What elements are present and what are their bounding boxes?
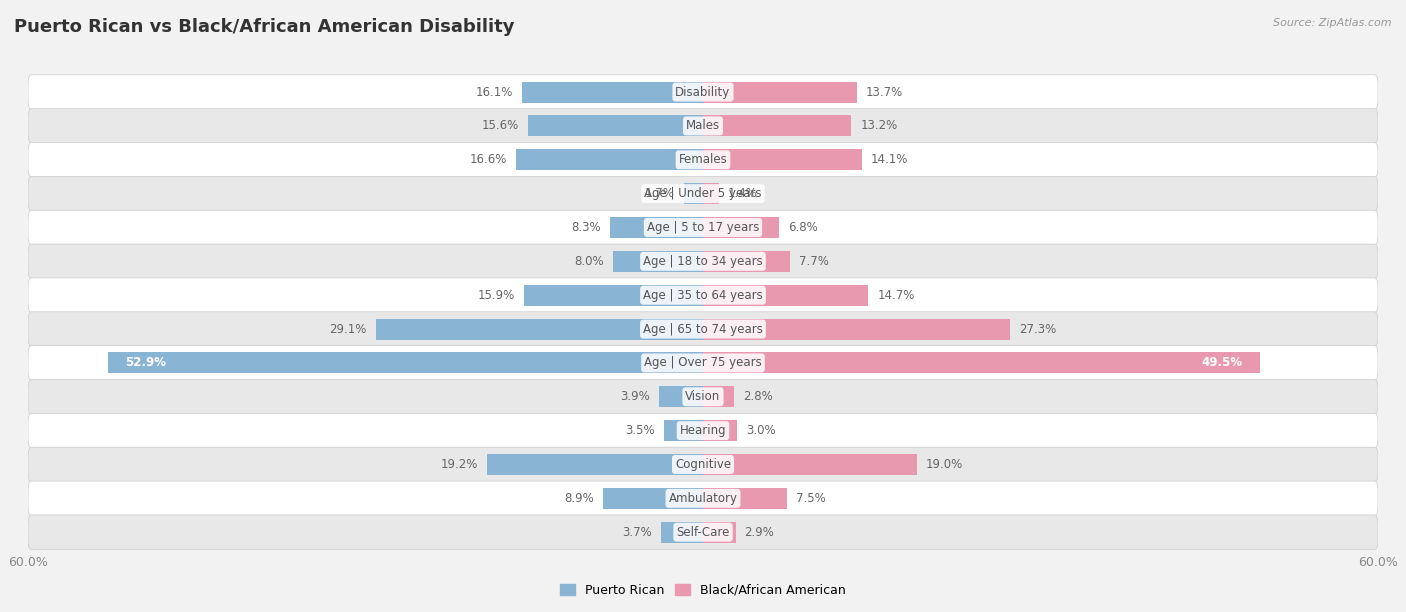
Text: 16.1%: 16.1% — [475, 86, 513, 99]
Text: Hearing: Hearing — [679, 424, 727, 437]
Bar — [527, 116, 703, 136]
Text: 7.5%: 7.5% — [796, 492, 827, 505]
Text: Age | 5 to 17 years: Age | 5 to 17 years — [647, 221, 759, 234]
Text: 52.9%: 52.9% — [125, 356, 166, 370]
Text: 13.7%: 13.7% — [866, 86, 903, 99]
Bar — [703, 285, 869, 305]
Text: Age | Under 5 years: Age | Under 5 years — [644, 187, 762, 200]
Text: Age | Over 75 years: Age | Over 75 years — [644, 356, 762, 370]
Text: 7.7%: 7.7% — [799, 255, 828, 268]
Bar — [703, 81, 858, 103]
Bar — [703, 521, 735, 543]
Bar — [703, 420, 737, 441]
Text: 3.7%: 3.7% — [623, 526, 652, 539]
Text: 3.0%: 3.0% — [745, 424, 775, 437]
Text: Self-Care: Self-Care — [676, 526, 730, 539]
FancyBboxPatch shape — [28, 278, 1378, 313]
Text: Source: ZipAtlas.com: Source: ZipAtlas.com — [1274, 18, 1392, 28]
Text: 14.7%: 14.7% — [877, 289, 915, 302]
FancyBboxPatch shape — [28, 109, 1378, 143]
Text: 19.0%: 19.0% — [925, 458, 963, 471]
Bar — [486, 454, 703, 475]
Legend: Puerto Rican, Black/African American: Puerto Rican, Black/African American — [555, 579, 851, 602]
Text: 3.5%: 3.5% — [626, 424, 655, 437]
Bar — [610, 217, 703, 238]
Text: Age | 35 to 64 years: Age | 35 to 64 years — [643, 289, 763, 302]
FancyBboxPatch shape — [28, 481, 1378, 515]
Text: 8.9%: 8.9% — [564, 492, 593, 505]
Bar — [108, 353, 703, 373]
Bar — [613, 251, 703, 272]
FancyBboxPatch shape — [28, 413, 1378, 448]
Text: 2.9%: 2.9% — [745, 526, 775, 539]
Bar — [703, 149, 862, 170]
Bar — [703, 386, 734, 407]
Text: 13.2%: 13.2% — [860, 119, 897, 132]
Text: Cognitive: Cognitive — [675, 458, 731, 471]
Bar — [683, 183, 703, 204]
Text: Age | 18 to 34 years: Age | 18 to 34 years — [643, 255, 763, 268]
Text: 27.3%: 27.3% — [1019, 323, 1056, 335]
FancyBboxPatch shape — [28, 447, 1378, 482]
FancyBboxPatch shape — [28, 75, 1378, 110]
Text: 3.9%: 3.9% — [620, 390, 650, 403]
Text: 19.2%: 19.2% — [440, 458, 478, 471]
Bar — [603, 488, 703, 509]
FancyBboxPatch shape — [28, 379, 1378, 414]
Text: 1.7%: 1.7% — [645, 187, 675, 200]
Bar — [524, 285, 703, 305]
FancyBboxPatch shape — [28, 515, 1378, 550]
Text: Disability: Disability — [675, 86, 731, 99]
FancyBboxPatch shape — [28, 176, 1378, 211]
Text: 29.1%: 29.1% — [329, 323, 367, 335]
Text: Males: Males — [686, 119, 720, 132]
Text: 15.9%: 15.9% — [478, 289, 515, 302]
Text: 2.8%: 2.8% — [744, 390, 773, 403]
FancyBboxPatch shape — [28, 143, 1378, 177]
Bar — [703, 251, 790, 272]
FancyBboxPatch shape — [28, 210, 1378, 245]
Text: 8.3%: 8.3% — [571, 221, 600, 234]
Text: 14.1%: 14.1% — [870, 153, 908, 166]
Bar — [664, 420, 703, 441]
Text: 15.6%: 15.6% — [481, 119, 519, 132]
Bar — [703, 488, 787, 509]
FancyBboxPatch shape — [28, 346, 1378, 380]
FancyBboxPatch shape — [28, 312, 1378, 346]
Text: 8.0%: 8.0% — [575, 255, 605, 268]
Text: Ambulatory: Ambulatory — [668, 492, 738, 505]
Bar — [703, 116, 852, 136]
Bar — [703, 319, 1010, 340]
Bar — [703, 454, 917, 475]
FancyBboxPatch shape — [28, 244, 1378, 278]
Bar — [703, 217, 779, 238]
Text: 49.5%: 49.5% — [1202, 356, 1243, 370]
Text: 6.8%: 6.8% — [789, 221, 818, 234]
Bar — [703, 183, 718, 204]
Text: Females: Females — [679, 153, 727, 166]
Bar — [703, 353, 1260, 373]
Bar — [522, 81, 703, 103]
Text: Vision: Vision — [685, 390, 721, 403]
Text: Age | 65 to 74 years: Age | 65 to 74 years — [643, 323, 763, 335]
Bar — [375, 319, 703, 340]
Text: Puerto Rican vs Black/African American Disability: Puerto Rican vs Black/African American D… — [14, 18, 515, 36]
Bar — [516, 149, 703, 170]
Bar — [659, 386, 703, 407]
Text: 16.6%: 16.6% — [470, 153, 508, 166]
Bar — [661, 521, 703, 543]
Text: 1.4%: 1.4% — [728, 187, 758, 200]
